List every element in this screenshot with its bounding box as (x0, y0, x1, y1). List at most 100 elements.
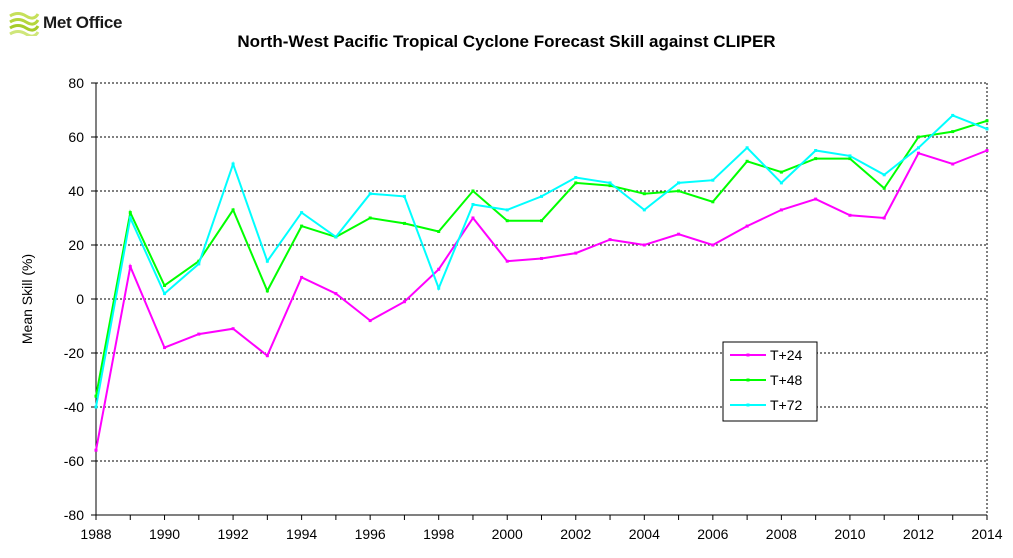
data-point (985, 127, 989, 131)
data-point (540, 194, 543, 198)
data-point (368, 192, 372, 196)
data-point (779, 170, 783, 174)
x-tick-label: 2004 (629, 526, 660, 542)
y-tick-label: -40 (64, 399, 84, 415)
data-point (642, 208, 646, 212)
data-point (163, 292, 167, 296)
data-point (368, 319, 372, 323)
data-point (163, 346, 167, 350)
x-tick-label: 2002 (560, 526, 591, 542)
data-point (677, 189, 681, 193)
x-tick-label: 1996 (355, 526, 386, 542)
y-tick-label: 40 (68, 183, 84, 199)
data-point (574, 251, 578, 255)
legend-label: T+24 (770, 347, 803, 363)
data-point (540, 219, 543, 223)
data-point (437, 286, 441, 290)
data-point (574, 181, 578, 185)
data-point (882, 173, 886, 177)
data-point (779, 208, 783, 212)
x-tick-label: 2000 (492, 526, 523, 542)
data-point (197, 332, 201, 336)
data-point (471, 203, 475, 206)
data-point (814, 157, 818, 161)
x-tick-label: 2012 (903, 526, 934, 542)
data-point (505, 219, 509, 223)
data-point (505, 259, 509, 263)
x-tick-label: 1998 (423, 526, 454, 542)
legend-marker (746, 403, 750, 407)
data-point (882, 186, 886, 190)
data-point (265, 289, 269, 293)
y-tick-labels: 80 60 40 20 0 -20 -40 -60 -80 (64, 75, 84, 523)
x-tick-label: 2010 (834, 526, 865, 542)
data-point (711, 178, 715, 182)
data-point (985, 119, 989, 123)
legend-label: T+48 (770, 372, 803, 388)
series-line-t-72 (95, 114, 988, 408)
data-point (642, 243, 646, 247)
data-point (608, 238, 612, 242)
data-point (437, 267, 441, 271)
legend-marker (746, 353, 750, 357)
data-point (128, 216, 132, 220)
axes (91, 82, 988, 520)
data-point (231, 208, 235, 212)
data-point (951, 113, 955, 117)
data-point (128, 211, 132, 215)
logo-text: Met Office (43, 13, 123, 32)
y-tick-label: -20 (64, 345, 84, 361)
data-point (985, 149, 989, 152)
data-point (265, 259, 269, 263)
data-point (916, 146, 920, 150)
y-axis-label: Mean Skill (%) (19, 254, 35, 344)
x-tick-label: 1990 (149, 526, 180, 542)
data-point (437, 230, 441, 233)
x-tick-label: 1994 (286, 526, 317, 542)
data-point (471, 189, 475, 193)
chart-title: North-West Pacific Tropical Cyclone Fore… (237, 32, 776, 51)
data-point (916, 135, 920, 139)
data-point (848, 157, 852, 161)
data-point (231, 162, 235, 166)
x-tick-label: 2014 (971, 526, 1002, 542)
data-point (402, 194, 406, 198)
y-tick-label: 0 (76, 291, 84, 307)
data-point (951, 130, 955, 134)
data-point (94, 448, 98, 452)
data-point (300, 275, 304, 279)
data-point (745, 146, 749, 150)
data-point (711, 200, 715, 204)
data-point (745, 159, 749, 163)
data-point (334, 235, 338, 239)
data-point (402, 221, 406, 225)
legend-marker (746, 378, 750, 382)
met-office-logo: Met Office (8, 10, 122, 36)
data-point (197, 262, 201, 266)
y-tick-label: 80 (68, 75, 84, 91)
data-point (711, 243, 715, 247)
data-point (163, 284, 167, 287)
data-point (94, 405, 98, 409)
data-point (265, 354, 269, 358)
y-tick-label: -80 (64, 507, 84, 523)
data-point (300, 211, 304, 215)
data-point (94, 394, 98, 398)
data-point (368, 216, 372, 220)
x-tick-label: 1988 (80, 526, 111, 542)
y-tick-label: 20 (68, 237, 84, 253)
data-point (677, 232, 681, 236)
data-point (608, 181, 612, 185)
data-point (779, 181, 783, 185)
y-tick-label: 60 (68, 129, 84, 145)
data-point (334, 292, 338, 296)
data-point (916, 151, 920, 155)
met-office-logo-icon (9, 12, 40, 36)
legend: T+24 T+48 T+72 (722, 341, 818, 422)
data-point (471, 216, 475, 220)
data-point (848, 154, 852, 158)
data-point (231, 327, 235, 331)
data-point (608, 184, 612, 188)
data-point (540, 257, 543, 260)
